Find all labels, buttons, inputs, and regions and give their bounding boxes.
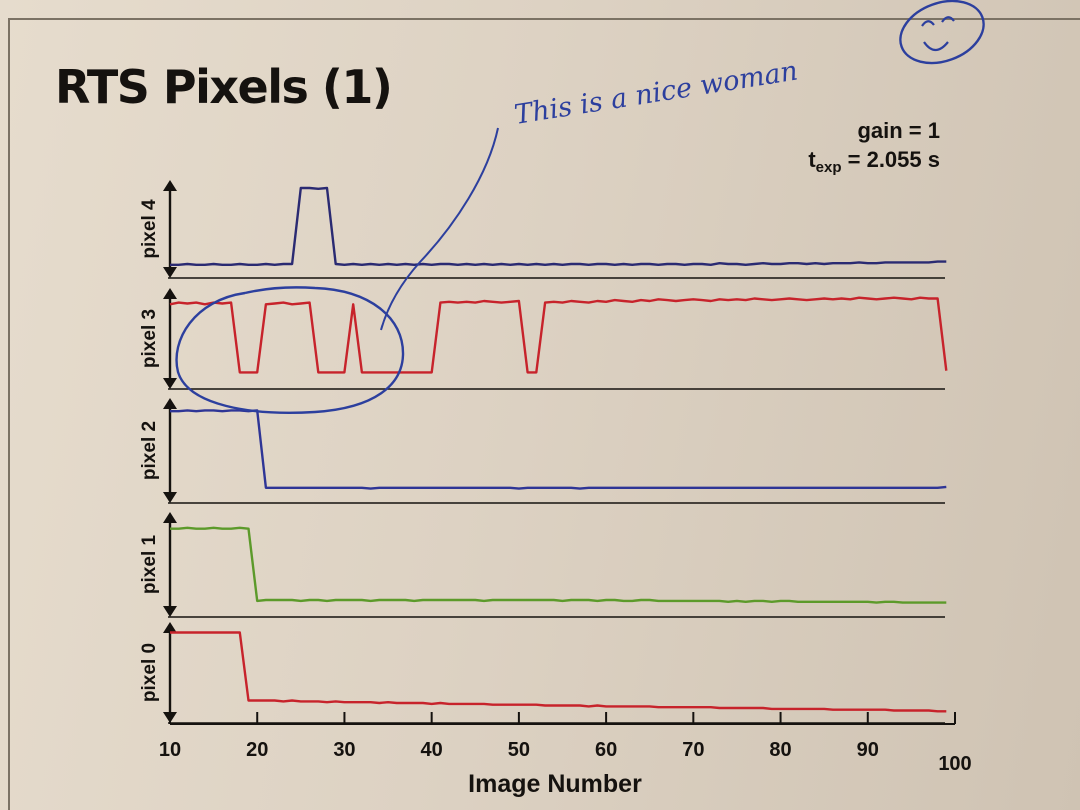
chart-title: RTS Pixels (1) bbox=[55, 60, 393, 114]
arrow-down-icon bbox=[163, 267, 177, 278]
arrow-down-icon bbox=[163, 378, 177, 389]
series-line-pixel-1 bbox=[170, 526, 947, 604]
x-tick-label: 80 bbox=[769, 739, 791, 761]
arrow-up-icon bbox=[163, 512, 177, 523]
panel-label-pixel-2: pixel 2 bbox=[139, 421, 160, 480]
arrow-down-icon bbox=[163, 606, 177, 617]
texp-symbol: t bbox=[808, 147, 816, 172]
panel-label-pixel-0: pixel 0 bbox=[139, 643, 160, 702]
x-tick-label: 100 bbox=[938, 753, 971, 775]
annotation-pointer-line bbox=[380, 127, 499, 331]
arrow-up-icon bbox=[163, 180, 177, 191]
exposure-time-label: texp = 2.055 s bbox=[808, 147, 940, 176]
annotation-text: This is a nice woman bbox=[512, 55, 800, 130]
series-line-pixel-4 bbox=[170, 186, 947, 266]
arrow-up-icon bbox=[163, 288, 177, 299]
series-line-pixel-2 bbox=[170, 409, 947, 490]
slide-frame bbox=[8, 18, 1080, 810]
panel-pixel-1: pixel 1 bbox=[139, 512, 947, 618]
x-tick-label: 90 bbox=[857, 739, 879, 761]
texp-subscript: exp bbox=[815, 159, 842, 176]
series-line-pixel-0 bbox=[170, 631, 947, 713]
x-tick-label: 60 bbox=[595, 739, 617, 761]
panel-pixel-3: pixel 3 bbox=[139, 288, 948, 390]
x-tick-label: 30 bbox=[333, 739, 355, 761]
annotation-circle bbox=[175, 286, 405, 414]
panel-label-pixel-1: pixel 1 bbox=[139, 535, 160, 595]
texp-value: = 2.055 s bbox=[841, 147, 940, 172]
panel-label-pixel-3: pixel 3 bbox=[139, 309, 160, 368]
series-line-pixel-3 bbox=[169, 296, 948, 374]
panel-pixel-4: pixel 4 bbox=[139, 180, 947, 279]
smiley-face-icon bbox=[899, 0, 985, 65]
x-axis: 10 20 30 40 50 60 70 80 90 100 Image Number bbox=[159, 712, 972, 798]
arrow-up-icon bbox=[163, 622, 177, 633]
pixel-panels: pixel 4 pixel 3 pixel 2 pixel 1 pixel 0 bbox=[139, 180, 948, 724]
panel-label-pixel-4: pixel 4 bbox=[139, 199, 160, 259]
gain-label: gain = 1 bbox=[857, 118, 940, 143]
x-tick-label: 10 bbox=[159, 739, 181, 761]
arrow-up-icon bbox=[163, 398, 177, 409]
x-axis-label: Image Number bbox=[468, 770, 642, 798]
x-tick-label: 70 bbox=[682, 739, 704, 761]
x-tick-label: 40 bbox=[421, 739, 443, 761]
panel-pixel-0: pixel 0 bbox=[139, 622, 947, 724]
panel-pixel-2: pixel 2 bbox=[139, 398, 947, 504]
x-tick-label: 20 bbox=[246, 739, 268, 761]
arrow-down-icon bbox=[163, 492, 177, 503]
x-tick-label: 50 bbox=[508, 739, 530, 761]
